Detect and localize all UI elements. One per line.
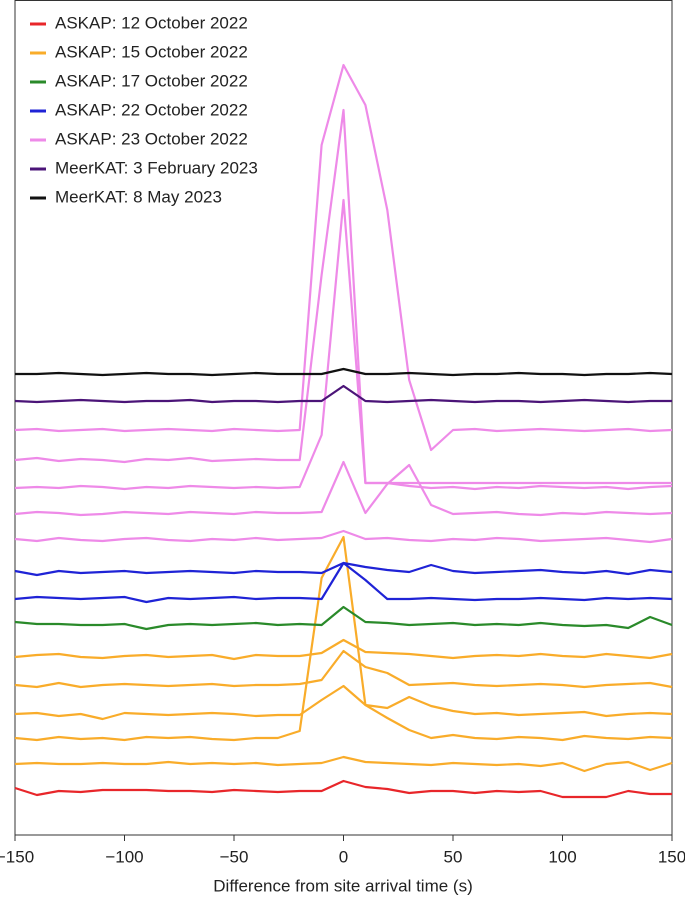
trace-line (14, 460, 673, 517)
legend-label: ASKAP: 15 October 2022 (55, 42, 248, 61)
trace-line (14, 529, 673, 544)
trace-line (14, 684, 673, 721)
legend-label: MeerKAT: 8 May 2023 (55, 187, 222, 206)
legend-label: MeerKAT: 3 February 2023 (55, 158, 258, 177)
trace-line (14, 638, 673, 661)
x-tick-label: 150 (658, 847, 685, 866)
legend-label: ASKAP: 12 October 2022 (55, 13, 248, 32)
trace-line (14, 755, 673, 773)
trace-line (14, 384, 672, 404)
trace-line (14, 605, 673, 631)
trace-line (15, 367, 673, 377)
x-tick-label: −150 (0, 847, 34, 866)
trace-line (14, 649, 673, 689)
trace-line (14, 198, 673, 491)
x-tick-label: −100 (105, 847, 143, 866)
x-tick-label: −50 (220, 847, 249, 866)
trace-line (14, 108, 672, 485)
trace-line (14, 535, 673, 742)
legend-label: ASKAP: 22 October 2022 (55, 100, 248, 119)
legend-label: ASKAP: 23 October 2022 (55, 129, 248, 148)
x-tick-label: 100 (548, 847, 576, 866)
trace-line (14, 561, 673, 577)
x-axis-label: Difference from site arrival time (s) (213, 876, 472, 895)
x-tick-label: 0 (339, 847, 348, 866)
x-tick-label: 50 (444, 847, 463, 866)
legend-label: ASKAP: 17 October 2022 (55, 71, 248, 90)
trace-line (14, 561, 673, 604)
trace-line (14, 63, 673, 452)
trace-line (14, 779, 672, 799)
